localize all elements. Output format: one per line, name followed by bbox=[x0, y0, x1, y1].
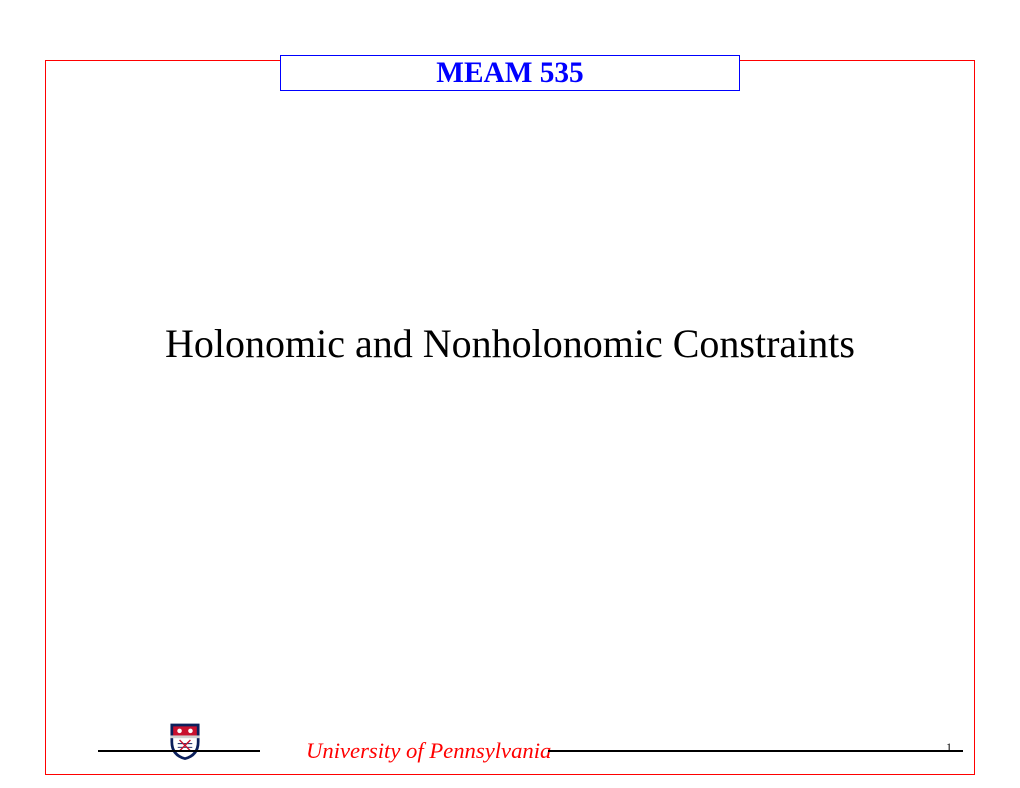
footer-line-right bbox=[548, 750, 963, 752]
course-header-box: MEAM 535 bbox=[280, 55, 740, 91]
course-code: MEAM 535 bbox=[436, 57, 583, 90]
slide-frame bbox=[45, 60, 975, 775]
university-name: University of Pennsylvania bbox=[300, 738, 540, 764]
footer-line-left bbox=[98, 750, 260, 752]
slide-title: Holonomic and Nonholonomic Constraints bbox=[0, 320, 1020, 367]
slide-footer: University of Pennsylvania bbox=[0, 738, 1020, 764]
page-number: 1 bbox=[946, 740, 952, 755]
